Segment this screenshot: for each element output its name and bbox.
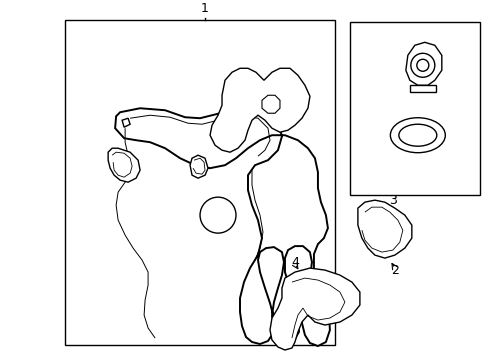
Bar xyxy=(65,20,335,345)
PathPatch shape xyxy=(190,155,208,178)
PathPatch shape xyxy=(270,268,360,350)
PathPatch shape xyxy=(115,107,330,346)
PathPatch shape xyxy=(410,85,436,92)
PathPatch shape xyxy=(122,118,130,127)
PathPatch shape xyxy=(108,148,140,182)
Text: 2: 2 xyxy=(391,264,399,276)
Text: 3: 3 xyxy=(389,194,397,207)
Text: 1: 1 xyxy=(201,2,209,15)
PathPatch shape xyxy=(262,95,280,113)
PathPatch shape xyxy=(210,68,310,152)
Bar xyxy=(350,22,480,195)
Text: 4: 4 xyxy=(291,256,299,269)
PathPatch shape xyxy=(406,42,442,85)
PathPatch shape xyxy=(358,200,412,258)
